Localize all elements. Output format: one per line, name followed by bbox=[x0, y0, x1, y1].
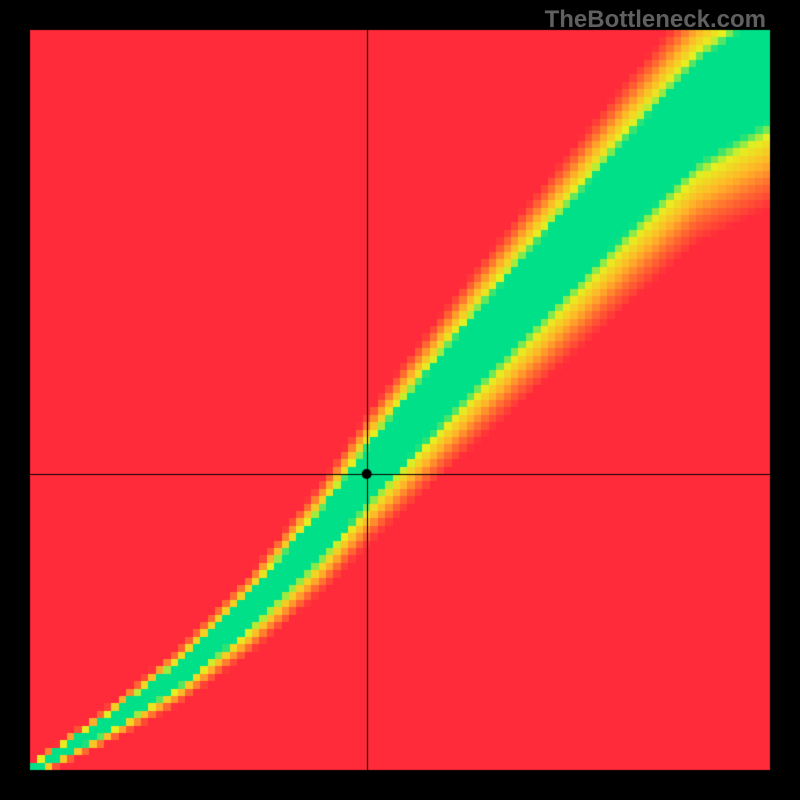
bottleneck-heatmap bbox=[0, 0, 800, 800]
watermark-text: TheBottleneck.com bbox=[545, 6, 766, 34]
